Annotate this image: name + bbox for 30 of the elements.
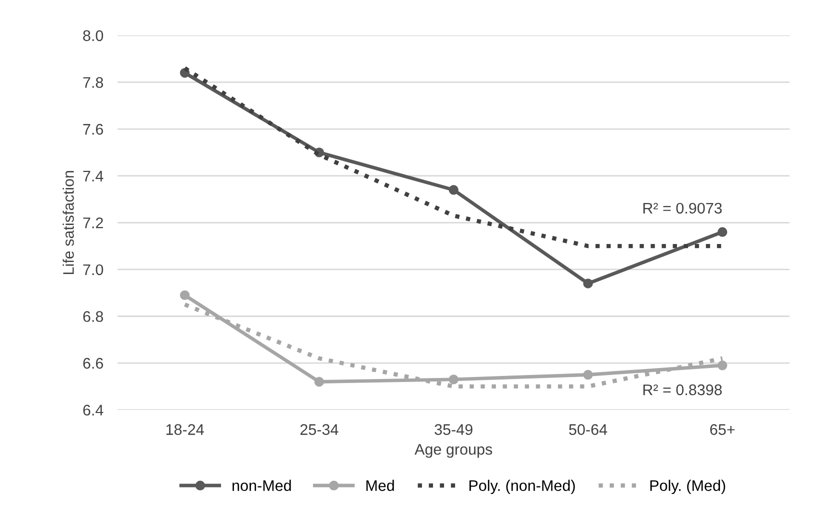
point xyxy=(314,376,324,387)
point xyxy=(718,227,728,237)
x-tick-label: 65+ xyxy=(710,424,735,435)
point xyxy=(583,370,593,380)
x-tick-label: 50-64 xyxy=(569,424,608,435)
point xyxy=(583,278,593,288)
annotation: R² = 0.8398 xyxy=(643,384,722,396)
y-tick-label: 7.2 xyxy=(83,218,103,228)
y-tick-label: 7.4 xyxy=(83,170,104,182)
y-axis-title: Life satisfaction xyxy=(62,170,74,274)
x-tick-label: 25-34 xyxy=(300,424,338,435)
y-tick-label: 7.0 xyxy=(83,264,104,276)
y-tick-label: 7.8 xyxy=(83,77,104,88)
point xyxy=(448,374,458,384)
legend-label: Poly. (non-Med) xyxy=(469,480,575,494)
y-tick-label: 6.4 xyxy=(83,404,104,416)
x-axis-title: Age groups xyxy=(414,444,492,458)
x-tick-label: 35-49 xyxy=(434,424,472,435)
legend-label: Med xyxy=(366,480,394,491)
legend-label: Poly. (Med) xyxy=(650,480,726,494)
y-tick-label: 8.0 xyxy=(83,30,104,42)
y-tick-label: 6.6 xyxy=(83,358,104,369)
point xyxy=(448,185,458,195)
legend-label: non-Med xyxy=(232,480,291,491)
y-tick-label: 7.6 xyxy=(83,124,104,135)
annotation: R² = 0.9073 xyxy=(643,202,722,214)
point xyxy=(180,290,190,300)
y-tick-label: 6.8 xyxy=(83,311,104,322)
x-tick-label: 18-24 xyxy=(166,424,204,435)
point xyxy=(718,360,728,370)
